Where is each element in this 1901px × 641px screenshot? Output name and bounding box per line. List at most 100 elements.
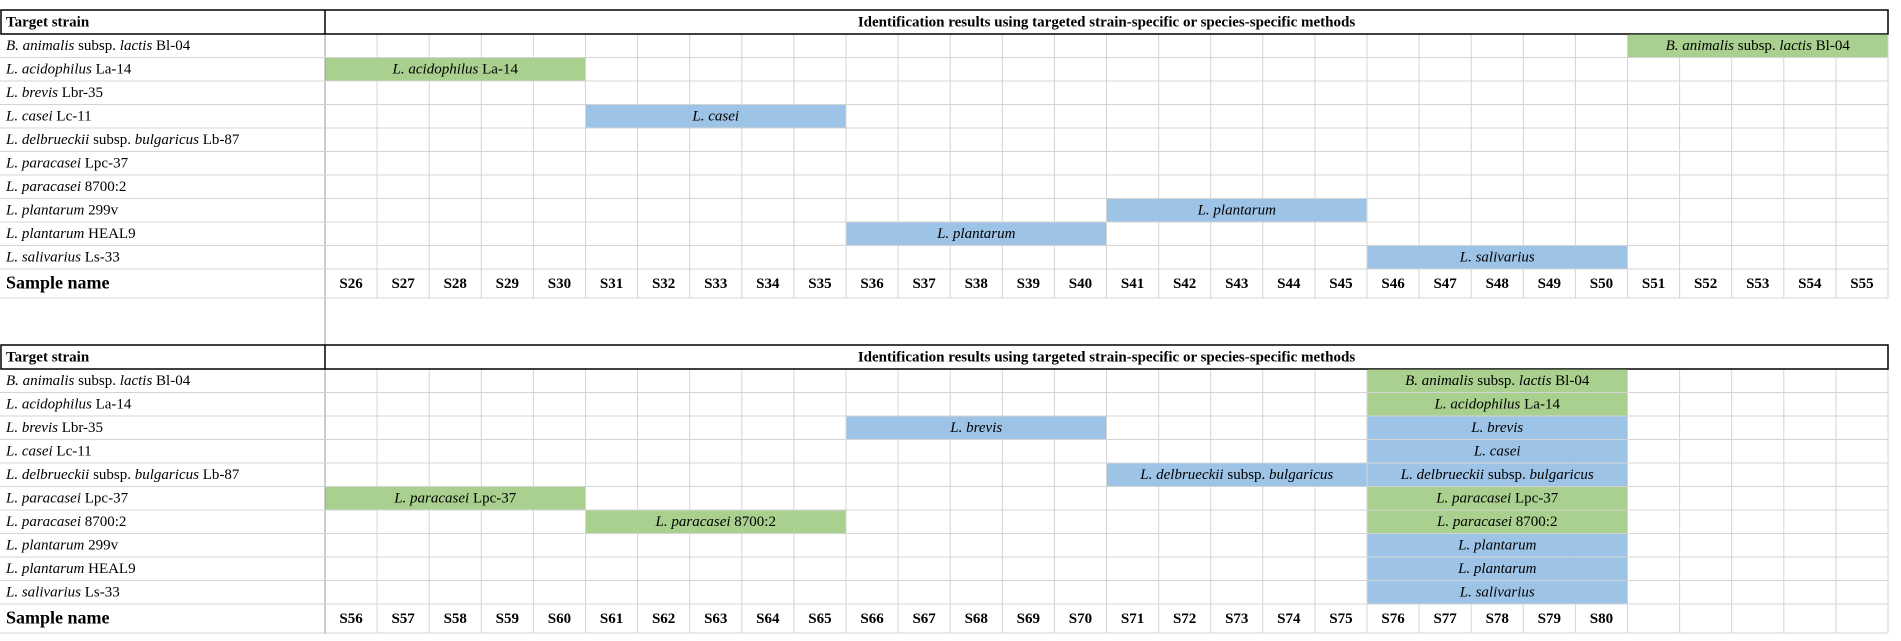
text-segment: L. plantarum	[5, 538, 85, 554]
strain-name: L. paracasei 8700:2	[5, 514, 126, 530]
sample-name: S54	[1798, 276, 1822, 292]
text-segment: HEAL9	[84, 561, 135, 577]
text-segment: Ls-33	[81, 585, 120, 601]
text-segment: L. paracasei	[5, 491, 81, 507]
sample-name: S26	[339, 276, 363, 292]
strain-name: L. brevis Lbr-35	[5, 420, 103, 436]
text-segment: L. paracasei	[5, 514, 81, 530]
text-segment: La-14	[1520, 397, 1560, 413]
text-segment: L. paracasei	[5, 179, 81, 195]
result-bar	[1367, 557, 1627, 580]
text-segment: 8700:2	[1512, 514, 1557, 530]
header-row	[0, 344, 1889, 370]
text-segment: L. plantarum	[1457, 561, 1537, 577]
result-bar	[586, 510, 846, 533]
text-segment: lactis	[120, 373, 153, 389]
text-segment: Bl-04	[1812, 38, 1850, 54]
text-segment: subsp.	[1473, 373, 1518, 389]
text-segment: Lbr-35	[58, 85, 103, 101]
text-segment: L. plantarum	[5, 203, 85, 219]
text-segment: 299v	[84, 538, 118, 554]
sample-label: Sample name	[6, 608, 110, 628]
text-segment: L. paracasei	[1435, 491, 1511, 507]
text-segment: L. plantarum	[5, 226, 85, 242]
text-segment: Bl-04	[1551, 373, 1589, 389]
result-label: L. casei	[691, 109, 739, 125]
text-segment: L. plantarum	[936, 226, 1016, 242]
text-segment: lactis	[1519, 373, 1552, 389]
text-segment: subsp.	[1484, 467, 1529, 483]
text-segment: bulgaricus	[1530, 467, 1594, 483]
text-segment: subsp.	[74, 38, 119, 54]
text-segment: bulgaricus	[1269, 467, 1333, 483]
strain-name: B. animalis subsp. lactis Bl-04	[6, 38, 191, 54]
sample-name: S55	[1850, 276, 1873, 292]
result-label: L. acidophilus La-14	[392, 62, 519, 78]
text-segment: L. casei	[5, 109, 53, 125]
sample-name: S27	[391, 276, 415, 292]
text-segment: 299v	[84, 203, 118, 219]
sample-name: S60	[548, 611, 571, 627]
sample-name: S68	[965, 611, 988, 627]
sample-name: S67	[912, 611, 936, 627]
result-label: B. animalis subsp. lactis Bl-04	[1666, 38, 1851, 54]
sample-name: S65	[808, 611, 831, 627]
sample-name: S61	[600, 611, 623, 627]
text-segment: La-14	[92, 397, 132, 413]
sample-name: S49	[1538, 276, 1561, 292]
sample-name: S47	[1433, 276, 1457, 292]
sample-name: S76	[1381, 611, 1405, 627]
sample-name: S72	[1173, 611, 1196, 627]
text-segment: Lpc-37	[81, 156, 129, 172]
text-segment: Lbr-35	[58, 420, 103, 436]
text-segment: L. brevis	[1470, 420, 1523, 436]
sample-name: S53	[1746, 276, 1769, 292]
result-label: L. delbrueckii subsp. bulgaricus	[1400, 467, 1594, 483]
result-bar	[1367, 440, 1627, 463]
text-segment: B. animalis	[6, 373, 74, 389]
result-label: L. delbrueckii subsp. bulgaricus	[1139, 467, 1333, 483]
result-bar	[1367, 369, 1627, 392]
sample-name: S28	[444, 276, 467, 292]
sample-name: S80	[1590, 611, 1613, 627]
strain-name: L. casei Lc-11	[5, 109, 92, 125]
result-label: L. plantarum	[1197, 203, 1277, 219]
sample-name: S41	[1121, 276, 1144, 292]
sample-name: S66	[860, 611, 884, 627]
text-segment: L. delbrueckii	[5, 467, 89, 483]
text-segment: bulgaricus	[135, 467, 199, 483]
strain-name: L. paracasei Lpc-37	[5, 156, 129, 172]
strain-name: L. plantarum HEAL9	[5, 226, 136, 242]
sample-name: S29	[496, 276, 519, 292]
sample-name: S77	[1433, 611, 1457, 627]
sample-label: Sample name	[6, 273, 110, 293]
text-segment: HEAL9	[84, 226, 135, 242]
sample-name: S79	[1538, 611, 1561, 627]
strain-name: B. animalis subsp. lactis Bl-04	[6, 373, 191, 389]
text-segment: Lb-87	[199, 132, 240, 148]
result-bar	[1367, 246, 1627, 269]
sample-name: S34	[756, 276, 780, 292]
text-segment: Ls-33	[81, 250, 120, 266]
sample-name: S78	[1486, 611, 1509, 627]
result-label: L. plantarum	[936, 226, 1016, 242]
header-results: Identification results using targeted st…	[858, 14, 1355, 30]
sample-name: S43	[1225, 276, 1248, 292]
text-segment: La-14	[478, 62, 518, 78]
result-bar	[325, 487, 585, 510]
sample-name: S62	[652, 611, 675, 627]
result-bar	[1107, 463, 1367, 486]
header-results: Identification results using targeted st…	[858, 349, 1355, 365]
sample-name: S71	[1121, 611, 1144, 627]
text-segment: Lb-87	[199, 467, 240, 483]
sample-name: S69	[1017, 611, 1040, 627]
sample-name: S70	[1069, 611, 1092, 627]
result-label: L. plantarum	[1457, 538, 1537, 554]
text-segment: L. paracasei	[655, 514, 731, 530]
sample-name: S50	[1590, 276, 1613, 292]
result-label: L. salivarius	[1459, 250, 1535, 266]
text-segment: L. delbrueckii	[5, 132, 89, 148]
text-segment: B. animalis	[6, 38, 74, 54]
header-row	[0, 9, 1889, 35]
sample-name: S57	[391, 611, 415, 627]
